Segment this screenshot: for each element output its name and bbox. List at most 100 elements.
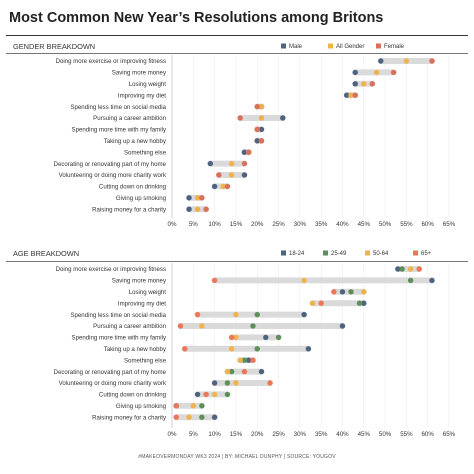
data-point-65 bbox=[194, 311, 201, 318]
data-point-male bbox=[186, 206, 192, 212]
data-point-25-49 bbox=[199, 403, 205, 409]
data-point-50-64 bbox=[233, 334, 239, 341]
category-label: Volunteering or doing more charity work bbox=[59, 380, 167, 387]
data-point-18-24 bbox=[339, 289, 346, 295]
data-point-65 bbox=[267, 380, 273, 386]
data-point-25-49 bbox=[254, 346, 260, 352]
data-point-18-24 bbox=[263, 334, 269, 341]
data-point-18-24 bbox=[395, 266, 401, 272]
category-label: Pursuing a career ambition bbox=[93, 115, 166, 122]
legend-swatch-50-64 bbox=[365, 250, 370, 256]
tick-label: 15% bbox=[230, 221, 243, 228]
data-point-all-gender bbox=[403, 58, 410, 64]
data-point-18-24 bbox=[301, 311, 307, 318]
data-point-25-49 bbox=[228, 368, 235, 375]
legend-label-65: 65+ bbox=[421, 251, 432, 257]
data-point-65 bbox=[331, 289, 337, 295]
data-point-25-49 bbox=[348, 289, 354, 295]
data-point-65 bbox=[203, 391, 209, 398]
tick-label: 40% bbox=[336, 431, 349, 438]
category-label: Giving up smoking bbox=[116, 195, 166, 202]
tick-label: 25% bbox=[272, 221, 285, 228]
category-label: Doing more exercise or improving fitness bbox=[56, 266, 166, 273]
legend-swatch-18-24 bbox=[281, 250, 286, 256]
data-point-25-49 bbox=[399, 266, 405, 272]
tick-label: 45% bbox=[358, 221, 371, 228]
tick-label: 15% bbox=[230, 431, 243, 438]
tick-label: 50% bbox=[379, 431, 392, 438]
data-point-all-gender bbox=[348, 92, 354, 98]
data-point-female bbox=[241, 160, 248, 167]
legend-label-25-49: 25-49 bbox=[331, 251, 347, 257]
data-point-female bbox=[390, 69, 397, 76]
tick-label: 50% bbox=[379, 221, 392, 228]
data-point-65 bbox=[228, 334, 235, 341]
data-point-65 bbox=[177, 323, 184, 329]
category-label: Cutting down on drinking bbox=[99, 392, 166, 399]
data-point-female bbox=[246, 149, 252, 155]
data-point-all-gender bbox=[220, 183, 226, 190]
data-point-50-64 bbox=[309, 300, 316, 306]
data-point-25-49 bbox=[241, 357, 248, 363]
tick-label: 40% bbox=[336, 221, 349, 228]
age-section-divider bbox=[6, 261, 468, 262]
data-point-female bbox=[203, 206, 209, 212]
data-point-18-24 bbox=[211, 380, 218, 386]
data-point-25-49 bbox=[224, 380, 231, 386]
data-point-male bbox=[241, 149, 248, 155]
data-point-18-24 bbox=[194, 391, 201, 398]
category-label: Decorating or renovating part of my home bbox=[54, 369, 167, 376]
tick-label: 35% bbox=[315, 221, 328, 228]
data-point-25-49 bbox=[250, 323, 256, 329]
data-point-50-64 bbox=[211, 391, 218, 398]
category-label: Giving up smoking bbox=[116, 403, 166, 410]
data-point-25-49 bbox=[407, 277, 414, 284]
category-label: Spending more time with my family bbox=[72, 127, 167, 134]
legend-swatch-65 bbox=[413, 250, 418, 256]
data-point-25-49 bbox=[254, 311, 260, 318]
data-point-female bbox=[216, 172, 222, 178]
data-point-all-gender bbox=[228, 160, 235, 167]
data-point-male bbox=[211, 183, 218, 190]
tick-label: 5% bbox=[189, 221, 198, 228]
data-point-18-24 bbox=[361, 300, 367, 306]
data-point-65 bbox=[416, 266, 422, 272]
data-point-male bbox=[207, 160, 214, 167]
data-point-male bbox=[344, 92, 350, 98]
tick-label: 0% bbox=[168, 431, 177, 438]
data-point-female bbox=[369, 81, 375, 87]
category-label: Raising money for a charity bbox=[92, 206, 167, 213]
data-point-25-49 bbox=[356, 300, 363, 306]
tick-label: 55% bbox=[400, 221, 413, 228]
legend-label-male: Male bbox=[289, 44, 303, 50]
category-label: Taking up a new hobby bbox=[104, 346, 167, 353]
data-point-65 bbox=[250, 357, 256, 363]
data-point-50-64 bbox=[224, 368, 231, 375]
data-point-all-gender bbox=[194, 195, 201, 201]
data-point-male bbox=[378, 58, 384, 64]
data-point-female bbox=[199, 195, 205, 201]
data-point-50-64 bbox=[199, 323, 205, 329]
tick-label: 25% bbox=[272, 431, 285, 438]
data-point-65 bbox=[211, 277, 218, 284]
data-point-male bbox=[241, 172, 248, 178]
tick-label: 65% bbox=[443, 221, 456, 228]
category-label: Doing more exercise or improving fitness bbox=[56, 58, 166, 65]
tick-label: 30% bbox=[294, 431, 307, 438]
category-label: Spending more time with my family bbox=[72, 335, 167, 342]
legend-swatch-female bbox=[376, 43, 381, 49]
data-point-all-gender bbox=[228, 172, 235, 178]
data-point-50-64 bbox=[407, 266, 414, 272]
data-point-male bbox=[280, 115, 286, 121]
category-label: Losing weight bbox=[129, 289, 167, 296]
legend-label-18-24: 18-24 bbox=[289, 251, 305, 257]
category-label: Cutting down on drinking bbox=[99, 184, 166, 191]
data-point-18-24 bbox=[305, 346, 312, 352]
tick-label: 30% bbox=[294, 221, 307, 228]
tick-label: 10% bbox=[208, 221, 221, 228]
data-point-65 bbox=[173, 403, 179, 409]
category-label: Improving my diet bbox=[118, 92, 166, 99]
data-point-all-gender bbox=[361, 81, 367, 87]
tick-label: 20% bbox=[251, 431, 264, 438]
